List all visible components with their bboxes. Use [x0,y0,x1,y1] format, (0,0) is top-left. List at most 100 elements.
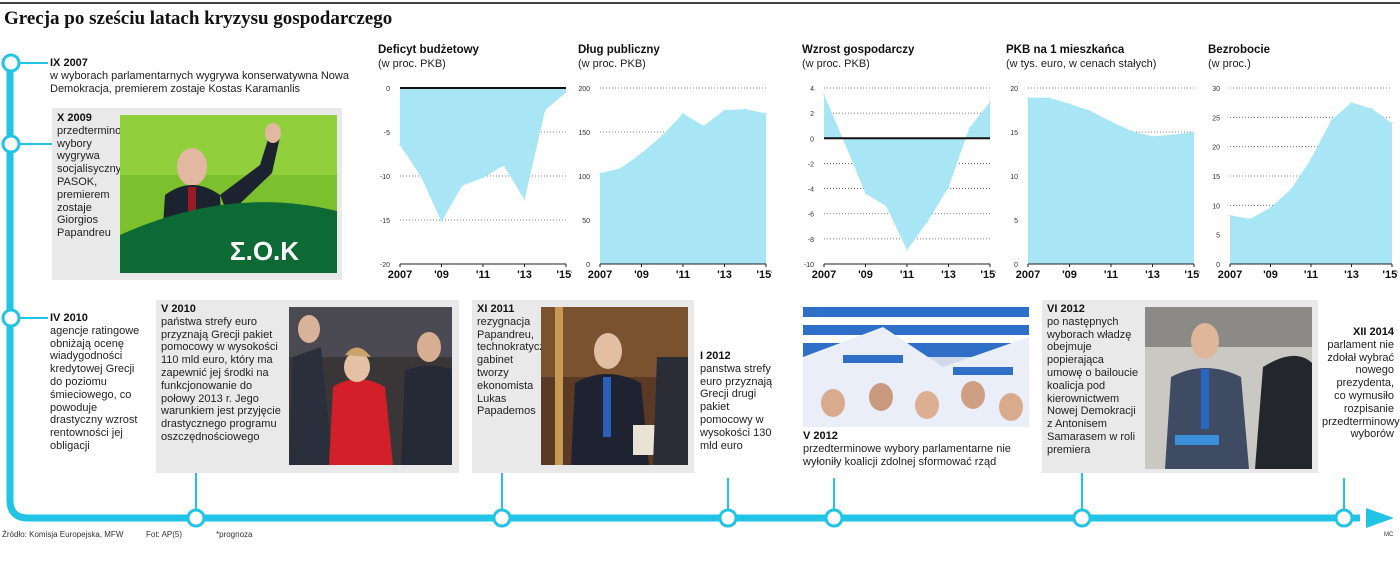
data-point [1249,218,1252,220]
event-date: IV 2010 [50,312,88,324]
data-point [885,205,888,207]
footer-photo: Fot: AP(5) [146,530,183,539]
x-tick-label: '11 [676,269,690,281]
x-tick-label: '15* [1382,269,1398,281]
x-tick-label: '11 [1304,269,1318,281]
chart-gdp-per-capita: PKB na 1 mieszkańca (w tys. euro, w cena… [1000,44,1200,281]
y-tick-label: 25 [1212,115,1220,122]
data-point [1350,101,1353,104]
event-text: po następnych wyborach władzę obejmuje p… [1047,315,1139,456]
area-series [400,88,566,222]
event-2010b: V 2010 państwa strefy euro przyznają Gre… [161,303,287,444]
x-tick-label: '15* [1184,269,1200,281]
y-tick-label: 5 [1014,218,1018,225]
y-tick-label: 150 [578,130,590,137]
chart-debt: Dług publiczny (w proc. PKB) 200 150 100 50… [572,44,772,281]
data-point [440,220,443,223]
x-tick-label: '09 [1263,269,1278,281]
footer-note: *prognoza [216,530,253,539]
chart-title: PKB na 1 mieszkańca [1006,44,1125,56]
x-tick-label: '11 [476,269,490,281]
y-tick-label: 20 [1212,145,1220,152]
photo-samaras-image [1145,307,1312,469]
event-text: w wyborach parlamentarnych wygrywa konse… [50,69,349,95]
x-tick-label: '15* [556,269,572,281]
data-point [544,109,547,111]
photo-greek-crowd-image [803,307,1029,427]
y-tick-label: 20 [1010,86,1018,93]
x-tick-label: '09 [858,269,873,281]
x-tick-label: '11 [1104,269,1118,281]
chart-subtitle: (w proc. PKB) [578,58,646,70]
timeline-node-2009 [1,134,21,154]
x-tick-label: '13 [941,269,956,281]
event-2012a: I 2012 panstwa strefy euro przyznają Gre… [700,350,784,452]
photo-papandreu-image: Σ.Ο.Κ [120,115,337,273]
data-point [989,101,991,103]
y-tick-label: 10 [1010,174,1018,181]
y-tick-label: -15 [380,218,390,225]
y-tick-label: -2 [808,161,814,168]
data-point [968,127,971,130]
x-tick-label: '13 [1145,269,1160,281]
data-point [1193,131,1195,133]
data-point [1068,103,1071,105]
data-point [1391,122,1393,124]
data-point [947,186,950,189]
event-text: przedterminowe wybory wygrywa socjalisyc… [57,124,136,240]
photo-eu-leaders-image [289,307,452,465]
chart-deficit: Deficyt budżetowy (w proc. PKB) 0 -5 -10 -1… [372,44,572,281]
data-point [823,93,825,96]
y-tick-label: 0 [386,86,390,93]
data-point [1310,158,1312,160]
event-2014: XII 2014 parlament nie zdołał wybrać now… [1322,326,1400,441]
event-2010a: IV 2010 agencje ratingowe obniżają ocenę… [50,312,148,453]
y-tick-label: 200 [578,86,590,93]
timeline-node-2010a [1,308,21,328]
area-series [824,94,990,251]
event-date: V 2012 [803,430,838,442]
data-point [482,176,484,179]
data-point [1172,133,1175,136]
event-date: XII 2014 [1353,326,1394,338]
data-point [1370,107,1373,110]
y-tick-label: 30 [1212,86,1220,93]
x-tick-label: '15* [756,269,772,281]
x-tick-label: '13 [717,269,732,281]
timeline-node-2012b [824,508,844,528]
y-tick-label: -8 [808,237,814,244]
event-date: XI 2011 [477,303,515,315]
y-tick-label: 0 [1014,262,1018,269]
x-tick-label: '11 [900,269,914,281]
y-tick-label: -10 [804,262,814,269]
x-tick-label: '09 [434,269,449,281]
area-series [1028,97,1194,265]
photo-papandreu: Σ.Ο.Κ [120,115,337,273]
y-tick-label: -10 [380,174,390,181]
chart-title: Wzrost gospodarczy [802,44,915,56]
data-point [399,144,401,146]
data-point [1089,110,1092,112]
event-text: rezygnacja Papandreu, technokratyczny ga… [477,315,557,418]
x-tick-label: '13 [517,269,532,281]
footer-source: Źródło: Komisja Europejska, MFW [2,530,124,539]
photo-papademos [541,307,688,465]
data-point [864,192,867,195]
x-tick-label: '09 [634,269,649,281]
event-2012c: VI 2012 po następnych wyborach władzę ob… [1047,303,1139,457]
data-point [640,152,643,154]
data-point [1229,214,1231,217]
event-2012b: V 2012 przedterminowe wybory parlamentar… [803,430,1035,468]
data-point [523,198,526,201]
event-2011: XI 2011 rezygnacja Papandreu, technokrat… [477,303,556,418]
data-point [906,249,908,251]
area-series [1230,102,1392,265]
data-point [619,167,622,169]
top-rule [0,2,1400,4]
y-tick-label: 50 [582,218,590,225]
data-point [1330,119,1333,122]
